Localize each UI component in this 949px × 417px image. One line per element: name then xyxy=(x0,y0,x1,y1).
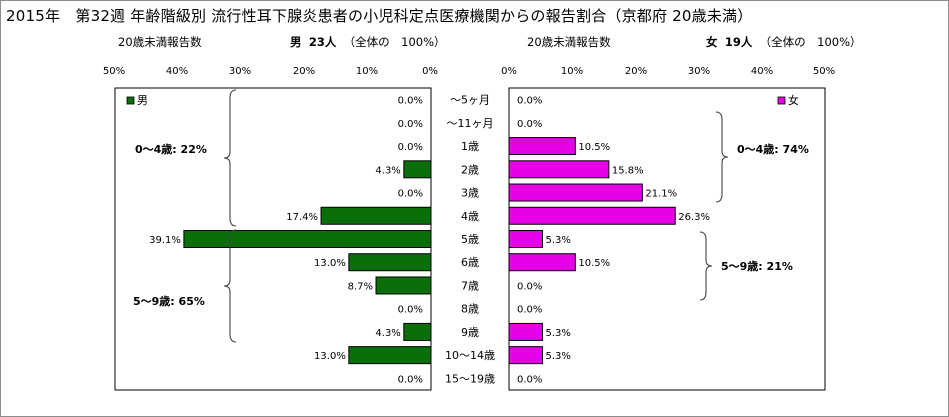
male-value-label: 0.0% xyxy=(398,142,423,153)
male-bar xyxy=(348,253,432,272)
female-value-label: 0.0% xyxy=(517,119,542,130)
male-value-label: 0.0% xyxy=(398,374,423,385)
female-0-4-brace xyxy=(715,111,729,203)
male-tick-label: 0% xyxy=(422,66,438,77)
male-value-label: 13.0% xyxy=(314,351,346,362)
female-report-label: 20歳未満報告数 xyxy=(527,35,611,49)
male-tick-label: 30% xyxy=(228,66,252,77)
male-tick-label: 50% xyxy=(102,66,126,77)
female-bar xyxy=(508,183,643,202)
male-sex-label: 男 xyxy=(290,35,302,49)
chart-title: 2015年 第32週 年齢階級別 流行性耳下腺炎患者の小児科定点医療機関からの報… xyxy=(6,7,753,25)
age-category-label: 10～14歳 xyxy=(445,349,495,362)
male-percent-total: （全体の 100%） xyxy=(343,35,446,49)
female-value-label: 5.3% xyxy=(545,235,570,246)
male-value-label: 0.0% xyxy=(398,96,423,107)
male-bar xyxy=(183,230,432,248)
age-category-label: 15～19歳 xyxy=(445,372,495,385)
male-value-label: 17.4% xyxy=(286,212,318,223)
male-tick-label: 40% xyxy=(165,66,189,77)
male-value-label: 4.3% xyxy=(375,165,400,176)
age-category-label: 3歳 xyxy=(461,187,479,200)
male-bar xyxy=(320,206,432,225)
age-category-label: ～11ヶ月 xyxy=(447,117,494,130)
age-category-label: 8歳 xyxy=(461,303,479,316)
female-value-label: 21.1% xyxy=(645,189,677,200)
female-0-4-share: 0～4歳: 74% xyxy=(737,142,809,156)
age-category-label: 9歳 xyxy=(461,326,479,339)
age-category-label: 2歳 xyxy=(461,163,479,176)
age-category-label: 6歳 xyxy=(461,256,479,269)
male-bar xyxy=(403,322,432,341)
female-value-label: 10.5% xyxy=(578,258,610,269)
male-bar xyxy=(403,160,432,179)
female-legend-label: 女 xyxy=(788,93,799,107)
female-tick-label: 30% xyxy=(687,66,711,77)
male-0-4-share: 0～4歳: 22% xyxy=(135,142,207,156)
female-value-label: 26.3% xyxy=(678,212,710,223)
male-legend-label: 男 xyxy=(137,94,148,107)
male-bar xyxy=(348,346,432,365)
age-category-label: ～5ヶ月 xyxy=(450,94,490,107)
male-header: 男 23人 （全体の 100%） xyxy=(290,34,446,50)
male-value-label: 0.0% xyxy=(398,305,423,316)
male-value-label: 13.0% xyxy=(314,258,346,269)
male-report-label: 20歳未満報告数 xyxy=(118,35,202,49)
female-value-label: 0.0% xyxy=(517,374,542,385)
male-5-9-share: 5～9歳: 65% xyxy=(133,294,205,308)
female-bar xyxy=(508,346,543,365)
male-value-label: 0.0% xyxy=(398,119,423,130)
female-value-label: 5.3% xyxy=(545,328,570,339)
female-value-label: 10.5% xyxy=(578,142,610,153)
female-bar xyxy=(508,230,543,248)
male-legend-swatch xyxy=(126,96,135,105)
female-tick-label: 0% xyxy=(501,66,517,77)
age-category-label: 1歳 xyxy=(461,140,479,153)
female-bar xyxy=(508,322,543,341)
male-tick-label: 10% xyxy=(355,66,379,77)
age-category-label: 5歳 xyxy=(461,233,479,246)
female-value-label: 5.3% xyxy=(545,351,570,362)
age-category-label: 4歳 xyxy=(461,210,479,223)
male-tick-label: 20% xyxy=(292,66,316,77)
female-tick-label: 20% xyxy=(624,66,648,77)
female-count: 19人 xyxy=(724,35,753,49)
female-value-label: 0.0% xyxy=(517,305,542,316)
female-5-9-brace xyxy=(699,231,713,301)
female-5-9-share: 5～9歳: 21% xyxy=(721,259,793,273)
female-tick-label: 50% xyxy=(812,66,836,77)
age-category-label: 7歳 xyxy=(461,279,479,292)
female-header: 女 19人 （全体の 100%） xyxy=(706,34,862,50)
male-count: 23人 xyxy=(308,35,337,49)
female-bar xyxy=(508,206,676,225)
female-percent-total: （全体の 100%） xyxy=(759,35,862,49)
female-value-label: 15.8% xyxy=(612,165,644,176)
male-value-label: 4.3% xyxy=(375,328,400,339)
female-legend-swatch xyxy=(777,96,786,105)
female-tick-label: 40% xyxy=(750,66,774,77)
male-5-9-brace xyxy=(223,229,237,343)
male-0-4-brace xyxy=(223,89,237,227)
female-sex-label: 女 xyxy=(706,35,718,49)
female-tick-label: 10% xyxy=(560,66,584,77)
male-value-label: 0.0% xyxy=(398,189,423,200)
female-bar xyxy=(508,137,576,156)
female-value-label: 0.0% xyxy=(517,281,542,292)
female-bar xyxy=(508,253,576,272)
female-value-label: 0.0% xyxy=(517,96,542,107)
female-bar xyxy=(508,160,610,179)
male-value-label: 39.1% xyxy=(149,235,181,246)
male-bar xyxy=(375,276,432,295)
male-value-label: 8.7% xyxy=(348,281,373,292)
